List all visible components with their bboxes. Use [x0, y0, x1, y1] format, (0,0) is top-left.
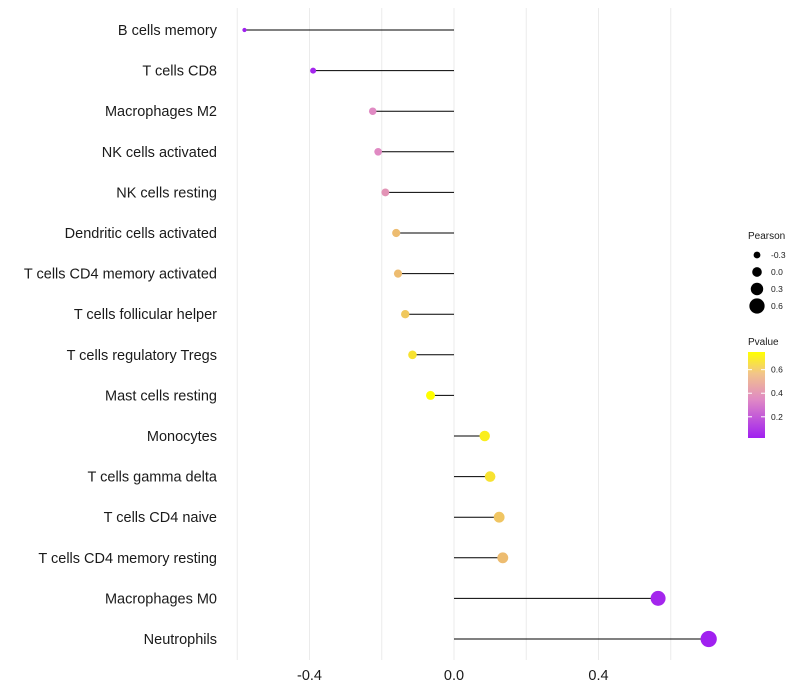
category-label: Monocytes: [147, 429, 217, 445]
category-label: B cells memory: [118, 23, 218, 39]
lollipop-point: [310, 67, 317, 74]
size-legend-label: -0.3: [771, 250, 786, 260]
lollipop-point: [493, 511, 505, 523]
size-legend-label: 0.0: [771, 267, 783, 277]
lollipop-point: [393, 269, 403, 278]
category-label: T cells regulatory Tregs: [67, 348, 217, 364]
category-labels: B cells memory T cells CD8 Macrophages M2 N…: [24, 23, 218, 648]
category-label: Macrophages M2: [105, 104, 217, 120]
x-tick-label: 0.4: [588, 668, 608, 684]
lollipop-points: [242, 27, 717, 648]
color-legend-label: 0.4: [771, 388, 783, 398]
size-legend-label: 0.6: [771, 301, 783, 311]
legend: Pearson -0.3 0.0 0.3 0.6 Pvalue 0.2 0.4 0.6: [748, 231, 786, 438]
lollipop-point: [381, 188, 390, 197]
category-label: T cells gamma delta: [88, 470, 218, 486]
grid-lines: [236, 8, 672, 660]
pvalue-color-legend: Pvalue 0.2 0.4 0.6: [748, 337, 783, 438]
size-legend-key: [753, 251, 761, 259]
category-label: T cells follicular helper: [74, 307, 217, 323]
color-legend-title: Pvalue: [748, 337, 779, 348]
lollipop-point: [242, 27, 247, 33]
x-tick-label: -0.4: [297, 668, 322, 684]
lollipop-stems: [244, 29, 709, 640]
color-legend-label: 0.2: [771, 412, 783, 422]
category-label: T cells CD8: [142, 64, 217, 80]
pearson-size-legend: Pearson -0.3 0.0 0.3 0.6: [748, 231, 786, 314]
lollipop-point: [401, 310, 410, 319]
category-label: T cells CD4 memory activated: [24, 267, 217, 283]
lollipop-point: [426, 390, 436, 400]
category-label: Macrophages M0: [105, 591, 217, 607]
category-label: NK cells resting: [116, 185, 217, 201]
size-legend-title: Pearson: [748, 231, 785, 242]
category-label: Dendritic cells activated: [65, 226, 217, 242]
lollipop-point: [368, 107, 377, 115]
size-legend-key: [749, 298, 765, 314]
size-legend-label: 0.3: [771, 284, 783, 294]
lollipop-point: [392, 228, 401, 238]
color-bar: [748, 352, 765, 438]
lollipop-point: [700, 630, 717, 648]
lollipop-point: [497, 552, 509, 564]
lollipop-point: [408, 350, 417, 360]
x-axis-tick-labels: -0.4 0.0 0.4: [297, 668, 609, 684]
lollipop-point: [650, 590, 666, 606]
lollipop-point: [374, 147, 382, 156]
size-legend-key: [750, 282, 764, 296]
category-label: Neutrophils: [144, 632, 217, 648]
category-label: T cells CD4 memory resting: [38, 551, 217, 567]
color-legend-label: 0.6: [771, 365, 783, 375]
lollipop-point: [479, 430, 490, 442]
category-label: NK cells activated: [102, 145, 217, 161]
x-tick-label: 0.0: [444, 668, 464, 684]
category-label: Mast cells resting: [105, 388, 217, 404]
category-label: T cells CD4 naive: [104, 510, 217, 526]
size-legend-key: [752, 267, 762, 277]
lollipop-point: [484, 471, 496, 482]
